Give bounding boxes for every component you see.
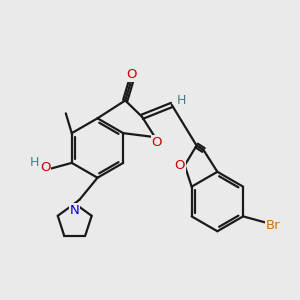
Text: N: N: [70, 204, 80, 217]
Text: H: H: [29, 156, 39, 170]
Text: O: O: [175, 159, 185, 172]
Text: O: O: [126, 68, 136, 81]
Text: O: O: [152, 136, 162, 148]
Text: Br: Br: [266, 219, 280, 232]
Text: O: O: [40, 161, 50, 174]
Text: H: H: [177, 94, 186, 107]
